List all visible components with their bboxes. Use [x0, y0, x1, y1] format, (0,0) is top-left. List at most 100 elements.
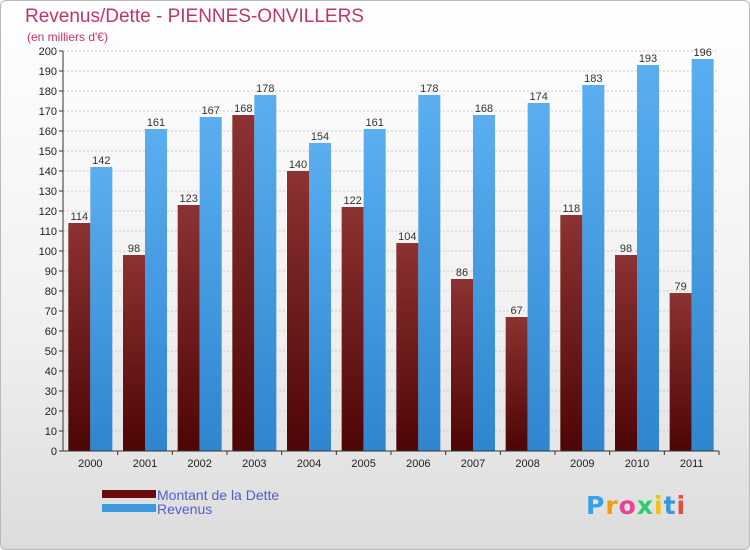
bars: [68, 59, 714, 451]
value-label-dette: 114: [71, 211, 89, 223]
bar-dette: [560, 215, 583, 451]
bar-dette: [287, 171, 309, 451]
bar-revenus: [637, 65, 659, 451]
y-tick-label: 30: [45, 386, 57, 398]
value-label-revenus: 183: [584, 73, 602, 85]
y-tick-label: 100: [39, 246, 57, 258]
grid-lines: [63, 50, 719, 452]
value-label-dette: 104: [398, 231, 416, 243]
bar-revenus: [254, 95, 277, 451]
y-tick-label: 110: [39, 226, 57, 238]
value-label-dette: 118: [563, 203, 581, 215]
value-label-dette: 98: [620, 243, 632, 255]
bar-dette: [177, 205, 200, 451]
logo-letter: i: [654, 491, 664, 520]
chart-title: Revenus/Dette - PIENNES-ONVILLERS: [25, 6, 364, 27]
y-tick-label: 150: [39, 146, 57, 158]
value-label-revenus: 167: [201, 105, 219, 117]
bar-dette: [232, 115, 255, 451]
y-tick-label: 10: [45, 426, 57, 438]
y-tick-label: 180: [39, 86, 57, 98]
bar-dette: [68, 223, 91, 451]
chart-subtitle: (en milliers d'€): [27, 30, 108, 44]
bar-revenus: [363, 129, 386, 451]
x-tick-label: 2008: [515, 458, 539, 470]
bar-revenus: [691, 59, 714, 451]
value-label-dette: 79: [675, 281, 687, 293]
bar-revenus: [90, 167, 113, 451]
bar-dette: [669, 293, 692, 451]
labels: 0 10 20 30 40 50 60 70 80 90 100 110 120 130 140 150 160…: [39, 46, 712, 470]
logo-letter: P: [586, 491, 606, 520]
y-tick-label: 0: [51, 446, 57, 458]
legend-swatch-dette: [102, 490, 156, 498]
value-label-dette: 67: [511, 305, 523, 317]
x-tick-label: 2011: [680, 458, 704, 470]
x-tick-label: 2010: [625, 458, 649, 470]
x-tick-label: 2000: [78, 458, 102, 470]
logo-letter: t: [663, 491, 677, 520]
value-label-dette: 98: [128, 243, 140, 255]
y-tick-label: 200: [39, 46, 57, 58]
x-tick-label: 2007: [461, 458, 485, 470]
value-label-dette: 123: [179, 193, 197, 205]
value-label-revenus: 178: [420, 83, 438, 95]
y-tick-label: 70: [45, 306, 57, 318]
bar-dette: [396, 243, 419, 451]
value-label-revenus: 142: [92, 155, 110, 167]
x-tick-label: 2004: [297, 458, 321, 470]
bar-dette: [451, 279, 473, 451]
x-tick-label: 2002: [187, 458, 211, 470]
logo-letter: i: [676, 491, 687, 520]
value-label-dette: 86: [456, 267, 468, 279]
bar-dette: [615, 255, 637, 451]
bar-dette: [341, 207, 364, 451]
logo-letter: r: [605, 491, 619, 520]
bar-revenus: [527, 103, 550, 451]
bar-revenus: [418, 95, 441, 451]
bar-revenus: [199, 117, 222, 451]
value-label-dette: 168: [234, 103, 252, 115]
value-label-revenus: 154: [311, 131, 329, 143]
logo-letter: x: [636, 491, 654, 520]
value-label-dette: 122: [343, 195, 361, 207]
y-tick-label: 130: [39, 186, 57, 198]
x-tick-label: 2006: [406, 458, 430, 470]
value-label-revenus: 174: [529, 91, 547, 103]
y-tick-label: 20: [45, 406, 57, 418]
legend-label-revenus: Revenus: [157, 501, 213, 517]
legend-swatch-revenus: [102, 504, 156, 512]
x-tick-label: 2003: [242, 458, 266, 470]
y-tick-label: 190: [39, 66, 57, 78]
bar-dette: [123, 255, 145, 451]
x-tick-label: 2009: [570, 458, 594, 470]
axes: [59, 50, 720, 455]
x-tick-label: 2001: [133, 458, 157, 470]
value-label-dette: 140: [289, 159, 307, 171]
value-label-revenus: 161: [365, 117, 383, 129]
y-tick-label: 160: [39, 126, 57, 138]
y-tick-label: 90: [45, 266, 57, 278]
x-tick-label: 2005: [351, 458, 375, 470]
y-tick-label: 60: [45, 326, 57, 338]
bar-revenus: [582, 85, 605, 451]
y-tick-label: 50: [45, 346, 57, 358]
y-tick-label: 170: [39, 106, 57, 118]
proxiti-logo: Proxiti: [586, 491, 686, 520]
bar-revenus: [309, 143, 331, 451]
y-tick-label: 40: [45, 366, 57, 378]
legend-label-dette: Montant de la Dette: [157, 487, 280, 503]
y-tick-label: 120: [39, 206, 57, 218]
y-tick-label: 80: [45, 286, 57, 298]
value-label-revenus: 161: [147, 117, 165, 129]
bar-revenus: [473, 115, 495, 451]
bar-dette: [505, 317, 528, 451]
y-tick-label: 140: [39, 166, 57, 178]
value-label-revenus: 196: [693, 47, 711, 59]
value-label-revenus: 193: [639, 53, 657, 65]
value-label-revenus: 178: [256, 83, 274, 95]
value-label-revenus: 168: [475, 103, 493, 115]
logo-letter: o: [618, 491, 637, 520]
